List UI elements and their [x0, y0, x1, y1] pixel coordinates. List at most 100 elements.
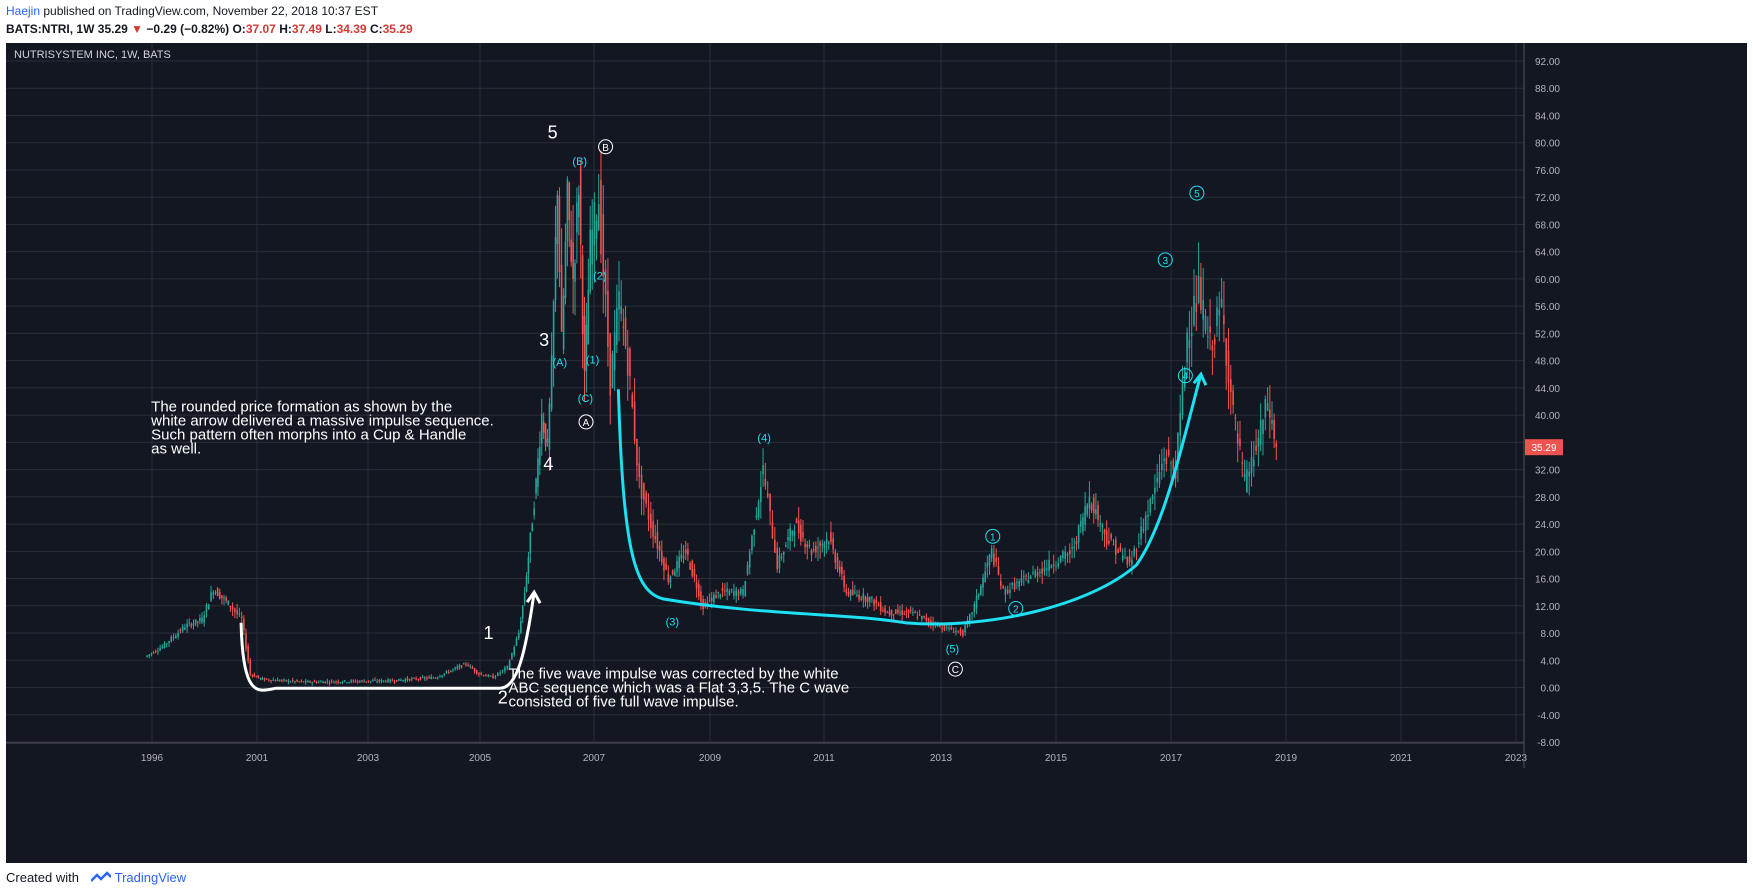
wave-label: (3) — [666, 616, 679, 628]
candle-body — [548, 403, 551, 450]
published-text: published on TradingView.com, November 2… — [40, 4, 379, 18]
candle-body — [742, 589, 744, 596]
candle-body — [227, 600, 230, 605]
candle-body — [184, 627, 186, 630]
candle-body — [146, 655, 148, 657]
candle-body — [766, 493, 769, 497]
candle-body — [223, 597, 225, 599]
candle-body — [467, 664, 469, 667]
tradingview-brand[interactable]: TradingView — [114, 870, 187, 885]
candle-body — [540, 414, 543, 444]
y-tick-label: 16.00 — [1535, 575, 1560, 586]
candle-body — [165, 643, 168, 645]
candle-body — [175, 635, 177, 639]
candle-body — [897, 609, 899, 613]
candle-body — [471, 667, 474, 669]
candle-body — [1158, 471, 1161, 484]
x-tick-label: 2013 — [930, 753, 953, 764]
annotation-line: The five wave impulse was corrected by t… — [509, 666, 839, 683]
candle-body — [892, 614, 895, 616]
candle-body — [693, 568, 696, 577]
y-tick-label: 92.00 — [1535, 57, 1560, 68]
candle-body — [652, 520, 654, 537]
candle-body — [265, 678, 268, 680]
author-link[interactable]: Haejin — [6, 4, 41, 18]
candle-body — [369, 680, 372, 682]
candle-body — [611, 353, 614, 389]
candle-body — [650, 513, 652, 529]
candle-body — [700, 591, 702, 602]
candle-body — [1006, 589, 1009, 594]
candle-body — [497, 672, 499, 676]
candle-body — [678, 556, 680, 569]
white-cup-arrow — [239, 591, 536, 692]
candle-body — [789, 528, 791, 542]
candle-body — [537, 458, 539, 488]
candle-body — [1064, 551, 1066, 559]
tradingview-logo-icon[interactable] — [89, 871, 112, 886]
y-tick-label: 20.00 — [1535, 547, 1560, 558]
candle-body — [245, 633, 247, 649]
candle-body — [570, 239, 572, 262]
candle-body — [587, 289, 590, 345]
candle-body — [186, 623, 188, 628]
candle-body — [581, 255, 584, 335]
candle-body — [1248, 471, 1250, 477]
candle-body — [365, 681, 368, 683]
candle-body — [1025, 575, 1027, 577]
candle-body — [959, 629, 962, 634]
wave-label: 1 — [990, 532, 996, 543]
x-tick-label: 2017 — [1160, 753, 1183, 764]
candle-body — [957, 630, 960, 632]
candle-body — [289, 681, 292, 683]
candle-body — [733, 591, 735, 596]
candle-body — [762, 465, 764, 475]
price-chart[interactable]: 92.00 88.00 84.00 80.00 76.00 72.00 68.00 64.00… — [6, 43, 1747, 863]
candle-body — [517, 633, 520, 639]
candle-body — [771, 522, 774, 539]
candle-body — [1138, 542, 1140, 544]
wave-label: (1) — [586, 354, 599, 366]
x-tick-label: 2015 — [1045, 753, 1068, 764]
candle-body — [968, 614, 971, 622]
candle-body — [1084, 506, 1086, 525]
candle-body — [350, 680, 352, 682]
candle-body — [201, 617, 203, 623]
wave-label: 3 — [1162, 256, 1168, 267]
candle-body — [744, 581, 747, 597]
candle-body — [572, 242, 574, 280]
candle-body — [1119, 546, 1122, 551]
candle-body — [210, 592, 212, 601]
chart-panel[interactable]: 92.00 88.00 84.00 80.00 76.00 72.00 68.00 64.00… — [6, 43, 1747, 863]
candle-body — [988, 554, 991, 565]
candle-body — [607, 290, 609, 347]
candle-body — [939, 625, 941, 627]
candle-body — [704, 602, 707, 604]
candle-body — [748, 552, 751, 568]
candle-body — [354, 681, 357, 683]
candle-body — [1095, 509, 1097, 515]
chart-title: NUTRISYSTEM INC, 1W, BATS — [14, 49, 171, 61]
wave-label: 1 — [484, 623, 494, 643]
candle-body — [157, 650, 159, 652]
candle-body — [785, 545, 787, 547]
candle-body — [515, 638, 518, 646]
candle-body — [936, 624, 939, 627]
candle-body — [1050, 565, 1053, 568]
candle-body — [172, 636, 175, 639]
candle-body — [1184, 367, 1186, 388]
candle-body — [406, 678, 409, 681]
candle-body — [962, 630, 964, 636]
candle-body — [797, 520, 800, 534]
candle-body — [363, 681, 365, 683]
candle-body — [1029, 576, 1032, 579]
candle-body — [578, 195, 580, 218]
candle-body — [821, 544, 824, 546]
candle-body — [1020, 577, 1023, 583]
candle-body — [1069, 550, 1071, 554]
candle-body — [328, 682, 331, 684]
candle-body — [832, 538, 834, 550]
footer: Created with TradingView — [6, 870, 186, 890]
low-label: L: — [325, 22, 337, 36]
open-label: O: — [232, 22, 246, 36]
